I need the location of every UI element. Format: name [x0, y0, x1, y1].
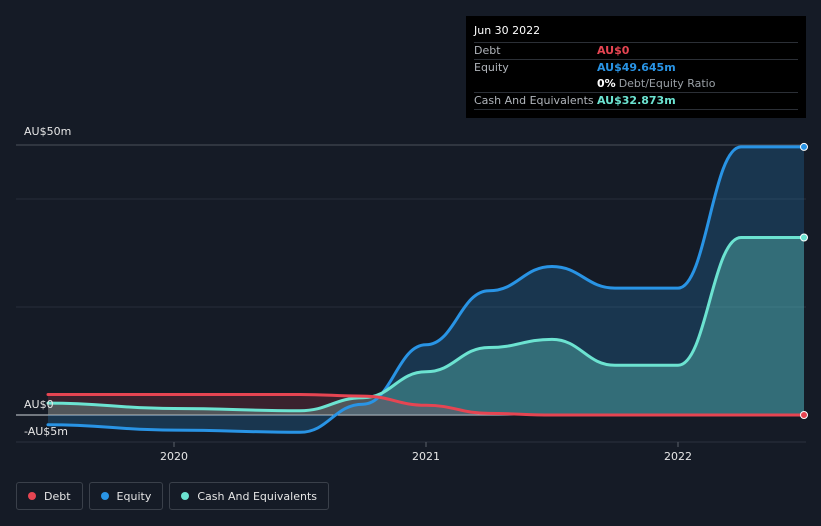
line-layer [46, 145, 806, 434]
area-layer [48, 146, 804, 433]
tooltip-date: Jun 30 2022 [474, 24, 541, 37]
legend-item-cash[interactable]: Cash And Equivalents [169, 482, 329, 510]
tooltip-row-ratio: 0% Debt/Equity Ratio [474, 76, 798, 92]
line-debt [46, 392, 806, 417]
tooltip-equity-label: Equity [474, 61, 509, 74]
line-cash-and-equivalents [46, 235, 806, 413]
legend-item-debt[interactable]: Debt [16, 482, 83, 510]
equity-dot-icon [100, 492, 109, 500]
end-markers [800, 142, 808, 419]
tooltip-row-debt: Debt AU$0 [474, 42, 798, 59]
tooltip-cash-value: AU$32.873m [597, 94, 676, 107]
legend-debt-label: Debt [44, 489, 71, 503]
tooltip-cash-label: Cash And Equivalents [474, 94, 594, 107]
x-tick-label-2021: 2021 [412, 450, 440, 463]
area-equity [48, 146, 804, 433]
y-tick-label--5: -AU$5m [24, 425, 68, 438]
legend-item-equity[interactable]: Equity [88, 482, 164, 510]
debt-dot-icon [28, 492, 36, 500]
tooltip-equity-value: AU$49.645m [597, 61, 676, 74]
point-debt-10 [800, 411, 808, 419]
line-equity [46, 145, 806, 434]
y-tick-label-50: AU$50m [24, 125, 71, 138]
point-cash-and-equivalents-10 [800, 233, 808, 242]
tooltip-row-cash: Cash And Equivalents AU$32.873m [474, 92, 798, 110]
tooltip-panel: Jun 30 2022 Debt AU$0 Equity AU$49.645m … [466, 16, 806, 118]
area-cash-and-equivalents [48, 237, 804, 415]
x-tick-label-2020: 2020 [160, 450, 188, 463]
tooltip-row-equity: Equity AU$49.645m [474, 59, 798, 76]
point-equity-10 [800, 142, 808, 151]
legend-cash-label: Cash And Equivalents [197, 489, 317, 503]
tooltip-ratio-pct: 0% [597, 77, 616, 90]
legend: Debt Equity Cash And Equivalents [16, 482, 335, 510]
y-axis-labels: AU$50m AU$0 -AU$5m [24, 125, 71, 438]
y-tick-label-0: AU$0 [24, 398, 54, 411]
cash-dot-icon [181, 492, 190, 500]
tooltip-debt-label: Debt [474, 44, 501, 57]
x-tick-label-2022: 2022 [664, 450, 692, 463]
tooltip-debt-value: AU$0 [597, 44, 630, 57]
legend-equity-label: Equity [116, 489, 152, 503]
x-axis-labels: 2020 2021 2022 [160, 442, 692, 463]
tooltip-ratio-text: Debt/Equity Ratio [618, 77, 716, 90]
